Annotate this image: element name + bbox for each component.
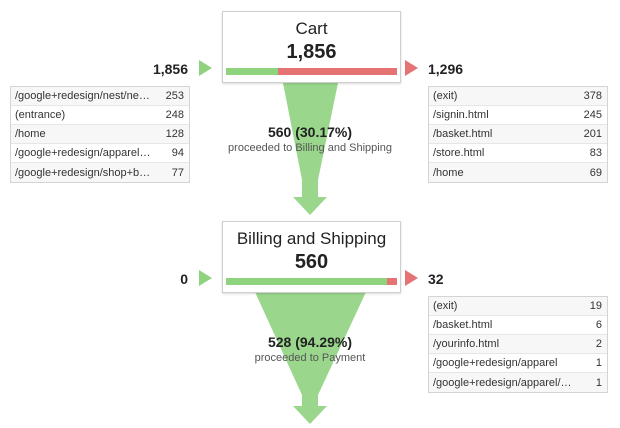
row-count: 69 <box>589 166 602 179</box>
billing-funnel-shape <box>255 292 366 424</box>
table-row[interactable]: /google+redesign/apparel… 94 <box>11 144 189 163</box>
proceed-value: 528 (94.29%) <box>267 334 353 350</box>
row-path: /google+redesign/shop+b… <box>15 166 151 179</box>
row-count: 1 <box>595 357 602 369</box>
row-path: /google+redesign/apparel <box>433 357 558 369</box>
table-row[interactable]: /basket.html 201 <box>429 125 607 144</box>
row-path: /home <box>433 166 464 179</box>
stage-progress-fill <box>226 278 388 285</box>
row-path: (exit) <box>433 300 458 312</box>
stage-progress-fill <box>226 68 278 75</box>
table-row[interactable]: /signin.html 245 <box>429 106 607 125</box>
row-count: 378 <box>583 90 602 102</box>
row-path: /yourinfo.html <box>433 338 500 350</box>
stage-billing-and-shipping[interactable]: Billing and Shipping 560 <box>222 221 401 293</box>
row-count: 253 <box>165 90 184 102</box>
exit-arrow-icon <box>405 60 418 76</box>
row-path: /home <box>15 128 46 140</box>
row-path: (exit) <box>433 90 458 102</box>
cart-entrances[interactable]: 1,856 <box>152 61 188 77</box>
table-row[interactable]: (exit) 19 <box>429 297 607 316</box>
table-row[interactable]: (exit) 378 <box>429 87 607 106</box>
row-path: /basket.html <box>433 319 493 331</box>
billing-entrances[interactable]: 0 <box>180 271 188 287</box>
row-count: 245 <box>583 109 602 121</box>
row-count: 128 <box>165 128 184 140</box>
row-count: 94 <box>171 147 184 159</box>
billing-exits[interactable]: 32 <box>428 271 444 287</box>
cart-funnel-shape <box>283 83 338 215</box>
table-row[interactable]: /google+redesign/nest/ne… 253 <box>11 87 189 106</box>
row-count: 248 <box>165 109 184 121</box>
entrance-arrow-icon <box>199 60 212 76</box>
row-count: 1 <box>595 376 602 389</box>
stage-count: 560 <box>294 251 329 273</box>
proceed-label: proceeded to Payment <box>254 352 366 364</box>
row-path: /store.html <box>433 147 485 159</box>
table-row[interactable]: /google+redesign/shop+b… 77 <box>11 163 189 182</box>
row-count: 201 <box>583 128 602 140</box>
row-count: 2 <box>595 338 602 350</box>
cart-sources-table: /google+redesign/nest/ne… 253 (entrance) 2… <box>10 86 190 183</box>
row-count: 6 <box>595 319 602 331</box>
stage-name: Billing and Shipping <box>236 229 387 248</box>
stage-cart[interactable]: Cart 1,856 <box>222 11 401 83</box>
row-path: /basket.html <box>433 128 493 140</box>
row-path: /google+redesign/apparel… <box>15 147 151 159</box>
table-row[interactable]: /google+redesign/apparel/… 1 <box>429 373 607 392</box>
table-row[interactable]: /store.html 83 <box>429 144 607 163</box>
proceed-label: proceeded to Billing and Shipping <box>228 142 392 154</box>
row-path: /signin.html <box>433 109 489 121</box>
stage-progress-bar <box>226 278 397 285</box>
cart-destinations-table: (exit) 378 /signin.html 245 /basket.html 20… <box>428 86 608 183</box>
row-count: 77 <box>171 166 184 179</box>
row-path: (entrance) <box>15 109 66 121</box>
proceed-value: 560 (30.17%) <box>267 124 353 140</box>
cart-exits[interactable]: 1,296 <box>428 61 464 77</box>
stage-name: Cart <box>295 19 328 38</box>
table-row[interactable]: /basket.html 6 <box>429 316 607 335</box>
table-row[interactable]: /home 128 <box>11 125 189 144</box>
row-path: /google+redesign/nest/ne… <box>15 90 150 102</box>
billing-proceed-summary: 528 (94.29%) proceeded to Payment <box>200 334 420 365</box>
table-row[interactable]: /google+redesign/apparel 1 <box>429 354 607 373</box>
stage-progress-bar <box>226 68 397 75</box>
stage-count: 1,856 <box>286 41 337 63</box>
table-row[interactable]: (entrance) 248 <box>11 106 189 125</box>
exit-arrow-icon <box>405 270 418 286</box>
cart-proceed-summary: 560 (30.17%) proceeded to Billing and Sh… <box>200 124 420 155</box>
row-path: /google+redesign/apparel/… <box>433 376 572 389</box>
table-row[interactable]: /home 69 <box>429 163 607 182</box>
table-row[interactable]: /yourinfo.html 2 <box>429 335 607 354</box>
entrance-arrow-icon <box>199 270 212 286</box>
billing-destinations-table: (exit) 19 /basket.html 6 /yourinfo.html 2 /… <box>428 296 608 393</box>
row-count: 83 <box>589 147 602 159</box>
row-count: 19 <box>589 300 602 312</box>
